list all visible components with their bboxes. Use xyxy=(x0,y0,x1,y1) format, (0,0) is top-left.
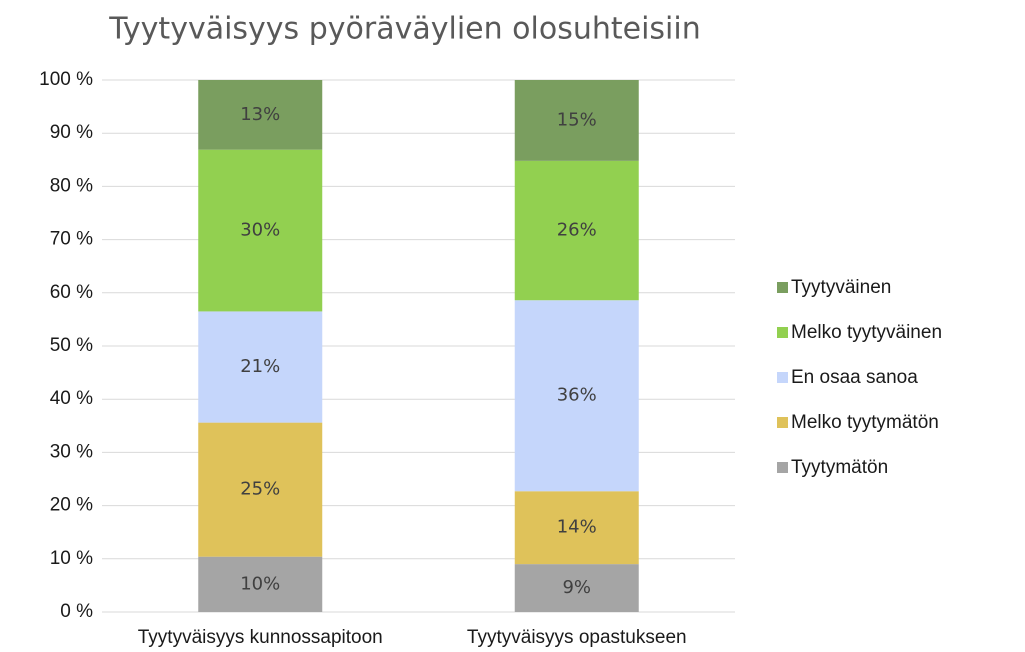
y-tick-label: 70 % xyxy=(50,229,93,250)
data-label: 25% xyxy=(240,479,280,500)
bar-segment xyxy=(514,491,639,565)
y-tick-label: 40 % xyxy=(50,388,93,409)
y-tick-label: 50 % xyxy=(50,335,93,356)
data-label: 14% xyxy=(557,517,597,538)
x-tick-label: Tyytyväisyys opastukseen xyxy=(467,627,687,648)
y-tick-label: 10 % xyxy=(50,548,93,569)
y-tick-label: 80 % xyxy=(50,175,93,196)
legend-label: Melko tyytyväinen xyxy=(791,322,942,343)
y-tick-label: 30 % xyxy=(50,441,93,462)
bar-segment xyxy=(198,80,323,150)
bar-segment xyxy=(198,149,323,312)
legend-swatch xyxy=(777,462,788,473)
data-label: 26% xyxy=(557,220,597,241)
legend-swatch xyxy=(777,417,788,428)
bar-segment xyxy=(514,80,639,161)
legend-swatch xyxy=(777,372,788,383)
chart-title: Tyytyväisyys pyöräväylien olosuhteisiin xyxy=(108,12,700,47)
bar-segment xyxy=(198,311,323,423)
y-tick-label: 20 % xyxy=(50,495,93,516)
x-tick-label: Tyytyväisyys kunnossapitoon xyxy=(138,627,383,648)
data-label: 30% xyxy=(240,220,280,241)
y-tick-label: 100 % xyxy=(39,69,93,90)
data-label: 21% xyxy=(240,356,280,377)
data-label: 36% xyxy=(557,385,597,406)
legend-swatch xyxy=(777,327,788,338)
bar-segment xyxy=(514,564,639,612)
data-label: 13% xyxy=(240,104,280,125)
legend-label: Melko tyytymätön xyxy=(791,412,939,433)
legend-label: Tyytymätön xyxy=(791,457,888,478)
data-label: 15% xyxy=(557,109,597,130)
y-tick-label: 60 % xyxy=(50,282,93,303)
legend-label: En osaa sanoa xyxy=(791,367,918,388)
y-tick-label: 0 % xyxy=(60,601,93,622)
bar-segment xyxy=(514,300,639,492)
bar-segment xyxy=(198,556,323,612)
bar-segment xyxy=(198,422,323,557)
data-label: 10% xyxy=(240,573,280,594)
bar-segment xyxy=(514,160,639,301)
data-label: 9% xyxy=(562,577,591,598)
legend-swatch xyxy=(777,282,788,293)
legend-label: Tyytyväinen xyxy=(791,277,891,298)
y-tick-label: 90 % xyxy=(50,122,93,143)
